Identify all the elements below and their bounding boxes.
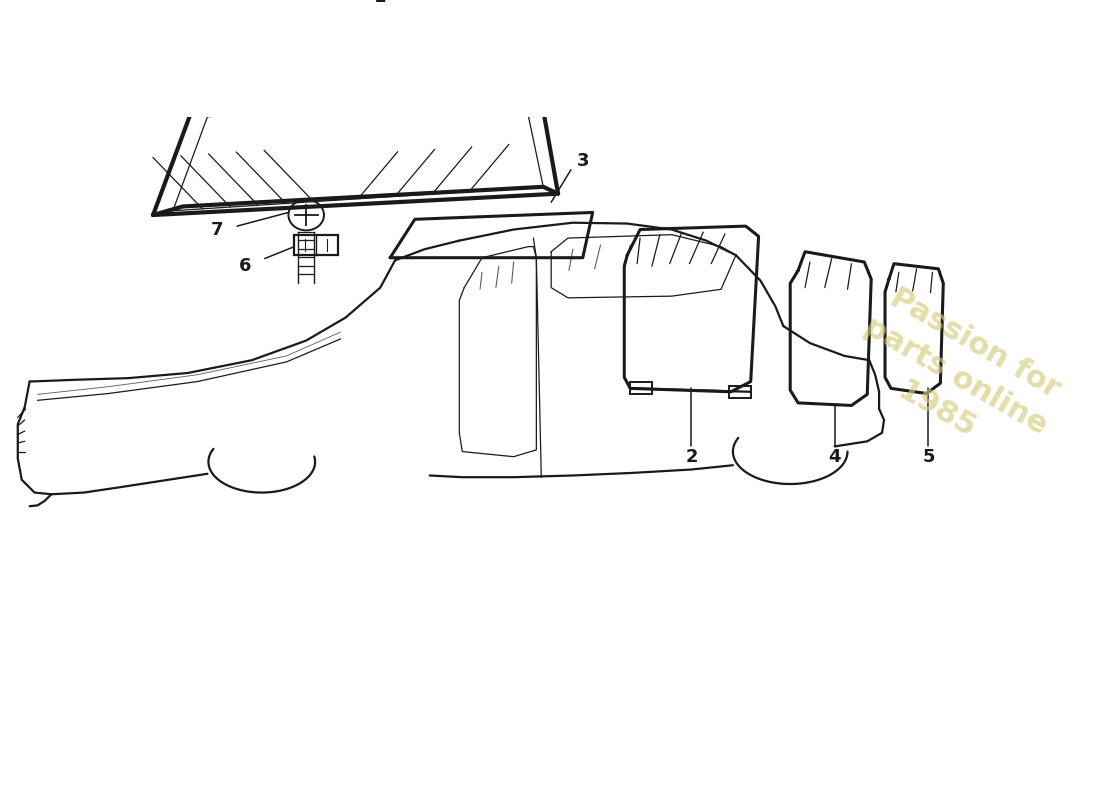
Bar: [729, 386, 750, 398]
Text: 7: 7: [211, 221, 223, 238]
Text: 3: 3: [576, 152, 588, 170]
Text: 5: 5: [922, 448, 935, 466]
Text: 6: 6: [239, 258, 251, 275]
Text: 4: 4: [828, 448, 840, 466]
Bar: [630, 382, 652, 394]
Text: Passion for
parts online
1985: Passion for parts online 1985: [840, 279, 1071, 474]
Text: 2: 2: [685, 448, 697, 466]
Bar: [295, 234, 338, 255]
Text: 1: 1: [374, 0, 386, 6]
